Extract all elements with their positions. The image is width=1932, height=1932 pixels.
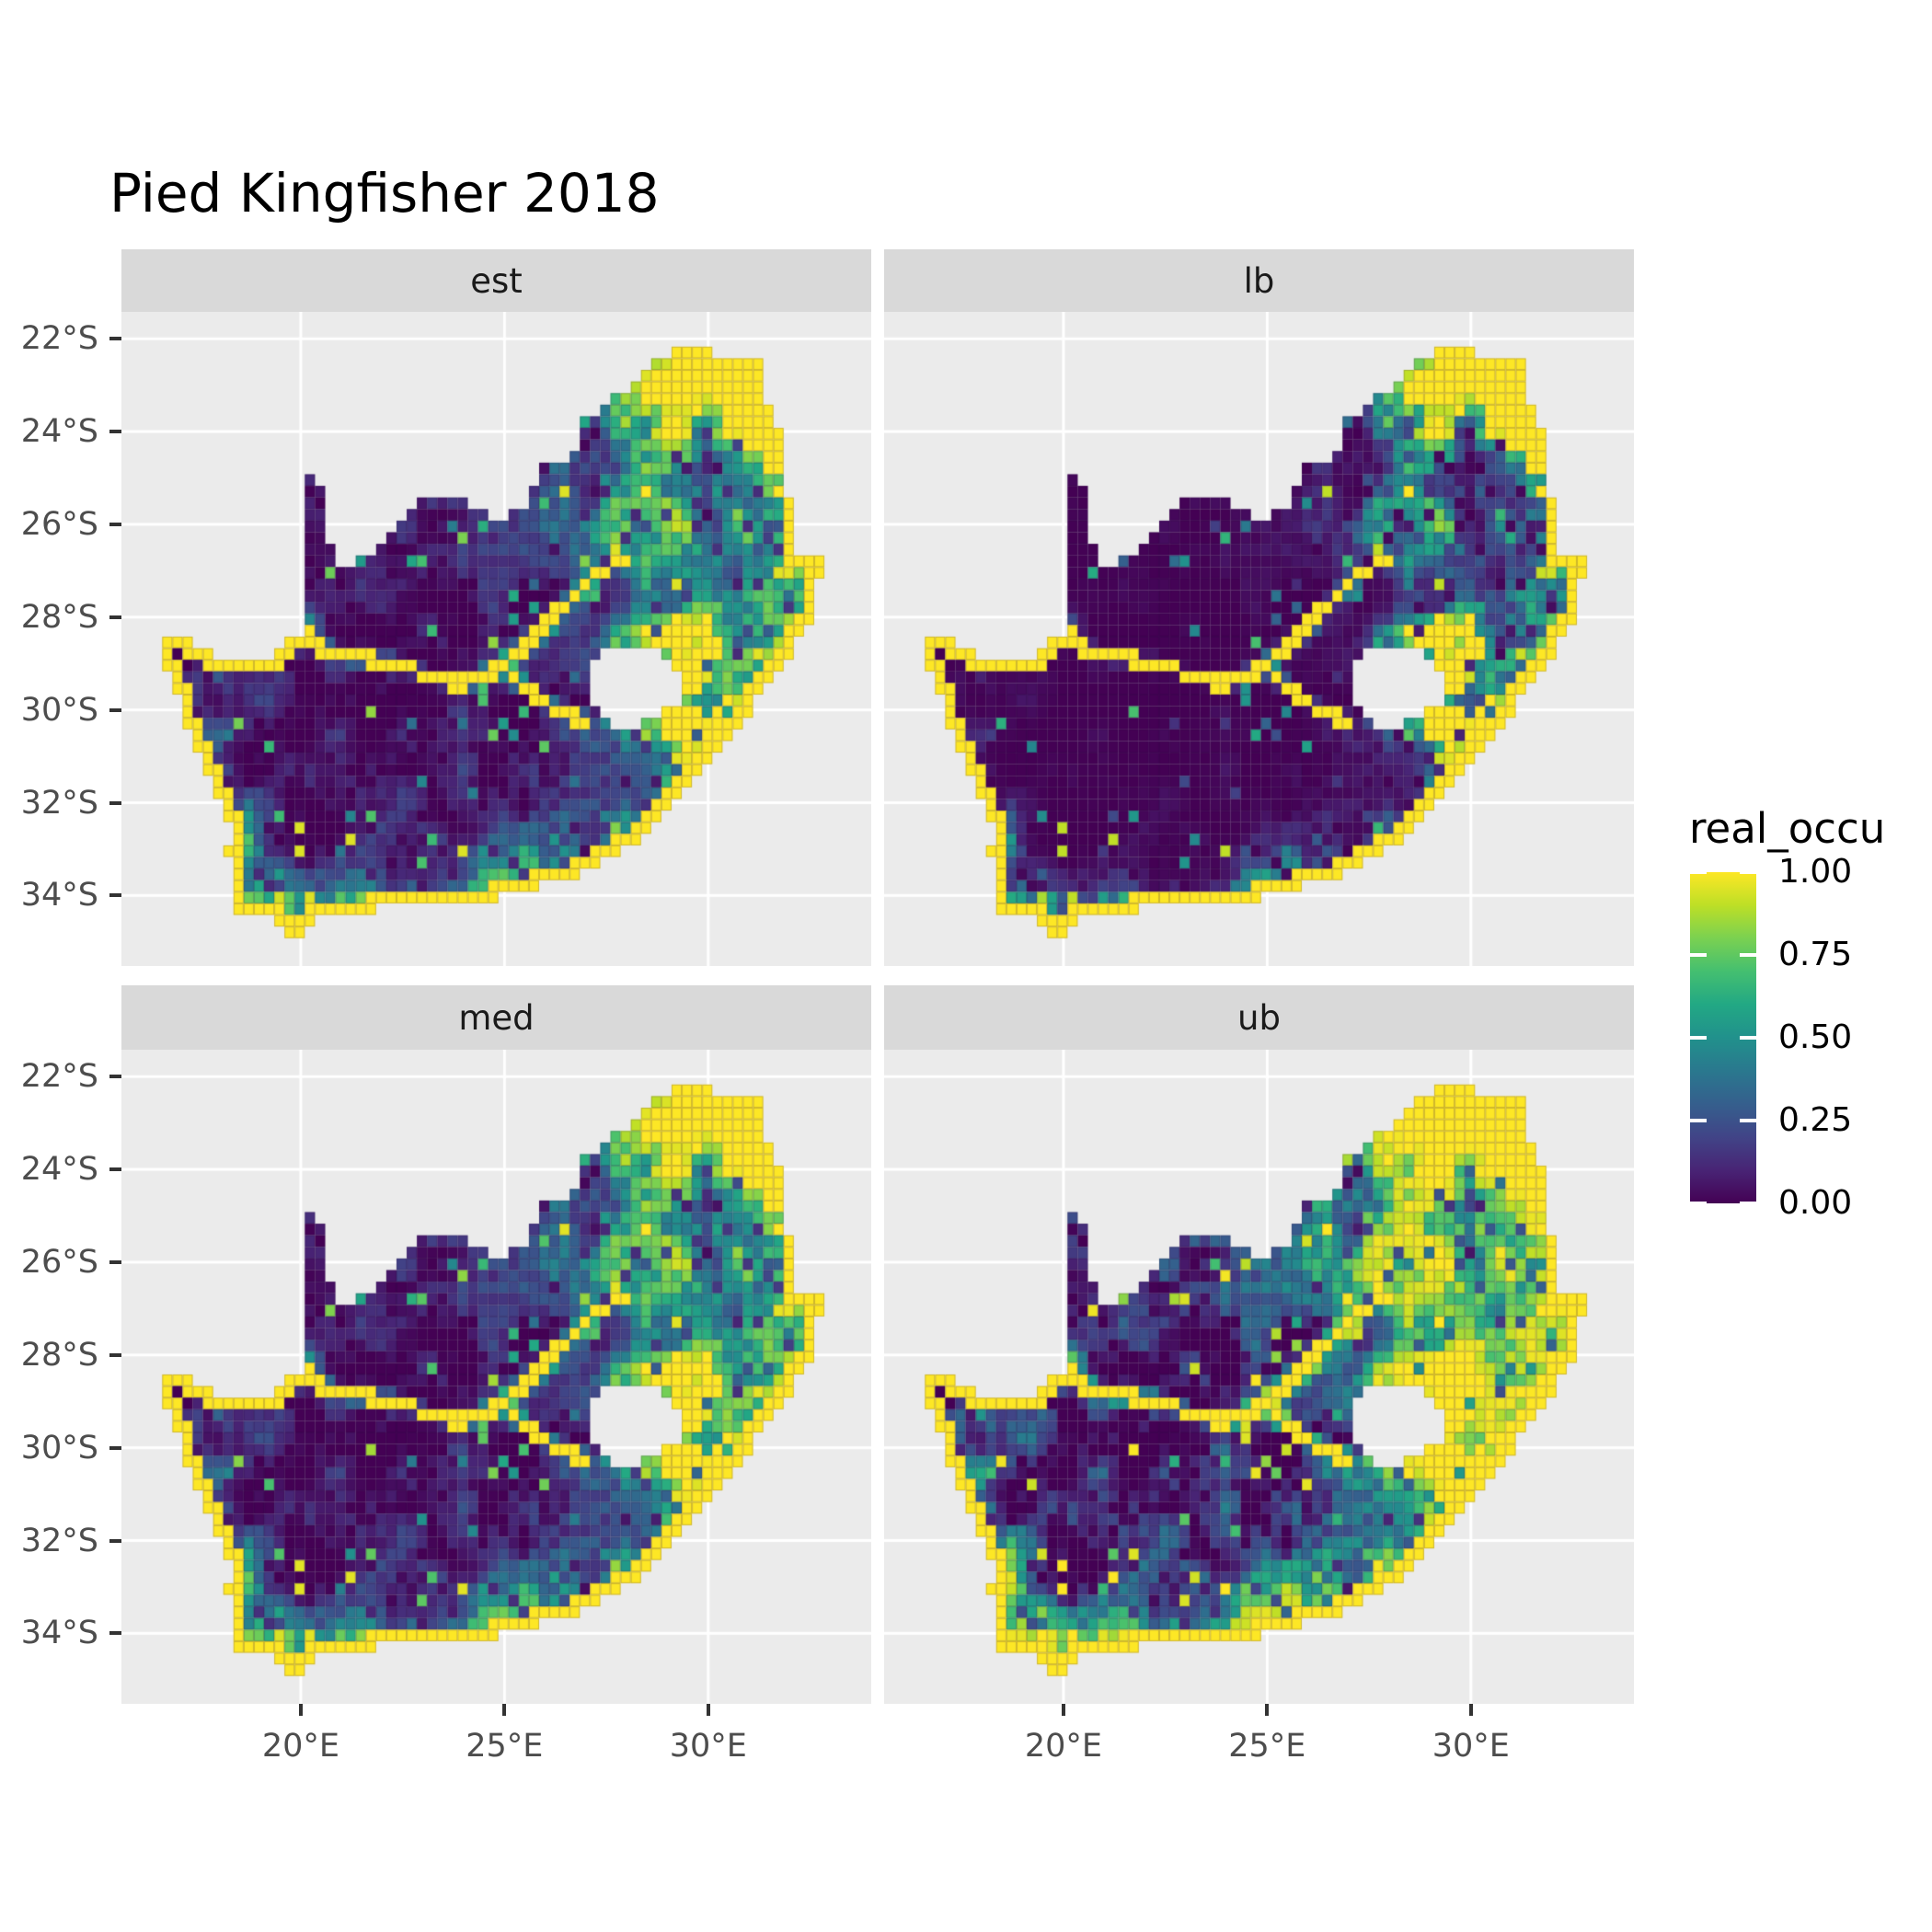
- map-panel-lb: [884, 312, 1634, 966]
- legend-tick-label: 0.00: [1778, 1184, 1853, 1222]
- x-axis-label: 20°E: [1024, 1728, 1102, 1765]
- facet-strip-label-est: est: [470, 260, 523, 301]
- y-axis-label: 22°S: [20, 1058, 98, 1096]
- y-axis-label: 30°S: [20, 1429, 98, 1466]
- map-panel-est: [121, 312, 871, 966]
- x-axis-label: 25°E: [1228, 1728, 1306, 1765]
- legend-title: real_occu: [1689, 804, 1886, 853]
- x-axis-label: 30°E: [669, 1728, 747, 1765]
- y-axis-tick: [109, 800, 121, 805]
- x-axis-tick: [298, 1704, 303, 1716]
- y-axis-tick: [109, 707, 121, 712]
- x-axis-tick: [1265, 1704, 1270, 1716]
- legend-tick-mark: [1740, 1036, 1756, 1040]
- legend-tick-mark: [1740, 1119, 1756, 1122]
- legend-tick-mark: [1690, 953, 1707, 957]
- y-axis-label: 28°S: [20, 598, 98, 636]
- y-axis-label: 24°S: [20, 413, 98, 451]
- legend-tick-label: 0.50: [1778, 1018, 1853, 1056]
- y-axis-tick: [109, 1352, 121, 1357]
- y-axis-label: 26°S: [20, 505, 98, 543]
- x-axis-tick: [1468, 1704, 1473, 1716]
- facet-strip-med: med: [121, 985, 871, 1050]
- map-panel-med: [121, 1050, 871, 1704]
- legend-tick-mark: [1690, 1119, 1707, 1122]
- y-axis-tick: [109, 1631, 121, 1636]
- x-axis-tick: [502, 1704, 507, 1716]
- legend-tick-mark: [1740, 870, 1756, 874]
- legend-tick-label: 0.25: [1778, 1101, 1853, 1139]
- legend-tick-mark: [1740, 1202, 1756, 1205]
- x-axis-label: 30°E: [1432, 1728, 1510, 1765]
- y-axis-label: 34°S: [20, 1615, 98, 1652]
- y-axis-tick: [109, 1075, 121, 1079]
- y-axis-tick: [109, 1259, 121, 1264]
- y-axis-label: 22°S: [20, 320, 98, 358]
- y-axis-label: 28°S: [20, 1336, 98, 1374]
- y-axis-label: 34°S: [20, 877, 98, 914]
- legend-tick-mark: [1690, 1202, 1707, 1205]
- legend-tick-label: 0.75: [1778, 936, 1853, 973]
- map-canvas-med: [121, 1050, 871, 1704]
- y-axis-label: 26°S: [20, 1243, 98, 1281]
- facet-strip-label-med: med: [458, 997, 535, 1038]
- map-canvas-ub: [884, 1050, 1634, 1704]
- facet-strip-est: est: [121, 249, 871, 312]
- x-axis-tick: [1061, 1704, 1065, 1716]
- x-axis-label: 20°E: [261, 1728, 339, 1765]
- y-axis-tick: [109, 1167, 121, 1172]
- facet-strip-label-ub: ub: [1237, 997, 1281, 1038]
- y-axis-tick: [109, 615, 121, 619]
- legend-tick-mark: [1690, 1036, 1707, 1040]
- map-panel-ub: [884, 1050, 1634, 1704]
- plot-title: Pied Kingfisher 2018: [109, 162, 660, 224]
- legend-tick-mark: [1690, 870, 1707, 874]
- y-axis-label: 24°S: [20, 1151, 98, 1189]
- legend-tick-label: 1.00: [1778, 853, 1853, 891]
- y-axis-tick: [109, 893, 121, 898]
- map-canvas-lb: [884, 312, 1634, 966]
- y-axis-label: 32°S: [20, 784, 98, 822]
- x-axis-tick: [706, 1704, 710, 1716]
- facet-strip-label-lb: lb: [1243, 260, 1275, 301]
- map-canvas-est: [121, 312, 871, 966]
- y-axis-label: 30°S: [20, 691, 98, 729]
- y-axis-tick: [109, 430, 121, 434]
- y-axis-tick: [109, 1445, 121, 1450]
- facet-strip-ub: ub: [884, 985, 1634, 1050]
- y-axis-label: 32°S: [20, 1522, 98, 1559]
- facet-strip-lb: lb: [884, 249, 1634, 312]
- legend-tick-mark: [1740, 953, 1756, 957]
- y-axis-tick: [109, 1538, 121, 1543]
- x-axis-label: 25°E: [466, 1728, 544, 1765]
- y-axis-tick: [109, 337, 121, 341]
- y-axis-tick: [109, 522, 121, 526]
